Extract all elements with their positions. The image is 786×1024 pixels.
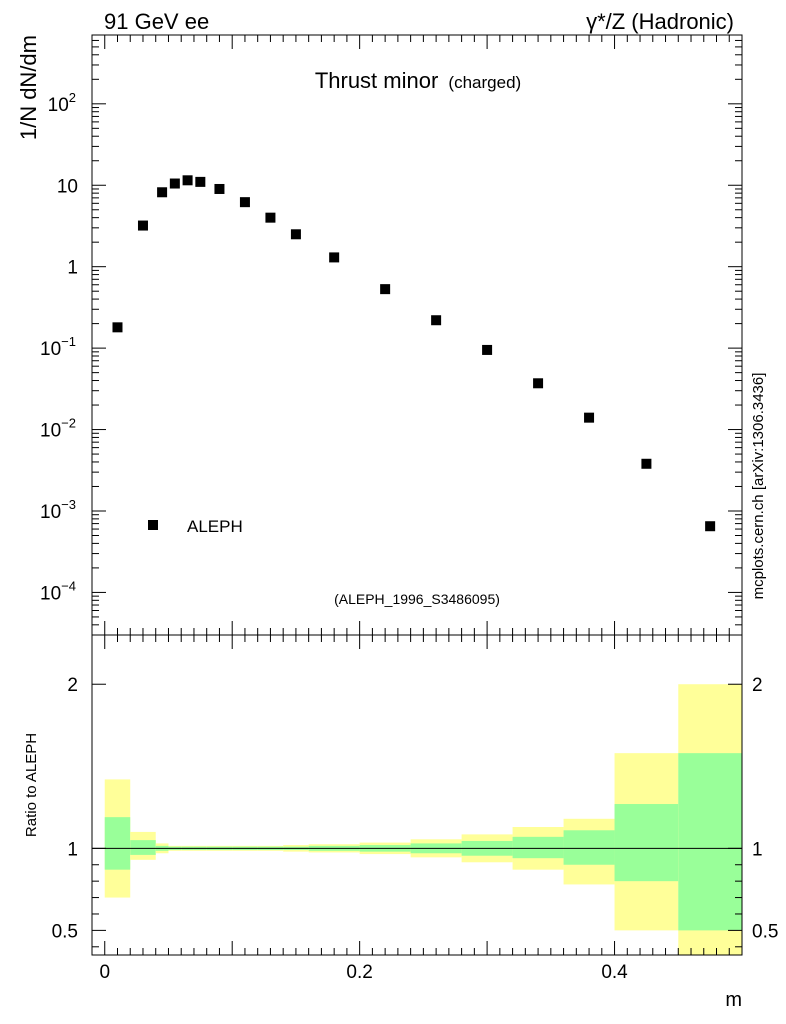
main-plot-frame [91,34,743,636]
ratio-stat-band [614,804,679,882]
main-y-tick-label: 10−4 [40,578,76,604]
main-data-points [112,175,716,532]
main-y-tick-label-base: 10 [40,502,61,523]
ratio-bands [104,684,742,955]
main-y-tick-label: 10−1 [40,334,76,360]
chart-title-sub: (charged) [448,73,521,92]
ratio-stat-band [512,836,564,859]
legend-label: ALEPH [187,517,243,536]
main-y-tick-label-base: 10 [48,95,69,116]
x-tick-label: 0.4 [601,962,628,983]
header-right: γ*/Z (Hadronic) [586,9,734,34]
main-y-tick-label-base: 1 [67,258,78,279]
main-y-tick-label: 10−3 [40,497,76,523]
data-point [214,183,225,194]
data-point [195,176,206,187]
header-left: 91 GeV ee [104,9,209,34]
side-label: mcplots.cern.ch [arXiv:1306.3436] [750,373,767,600]
ratio-y-tick-label-left: 0.5 [52,921,78,942]
main-y-tick-label-exp: 2 [69,90,76,105]
chart-title-main: Thrust minor [315,68,438,93]
data-point [533,378,544,389]
ratio-y-axis-label: Ratio to ALEPH [23,733,40,837]
data-point [112,322,123,333]
main-y-tick-label-exp: −1 [61,334,76,349]
x-tick-label: 0 [99,962,110,983]
main-y-tick-label-exp: −3 [61,497,76,512]
ratio-y-tick-label-right: 1 [752,839,763,860]
data-point [641,458,652,469]
ratio-y-tick-label-right: 2 [752,675,763,696]
chart-title: Thrust minor (charged) [315,68,521,93]
ratio-y-tick-labels: 0.5 0.5 1 1 2 2 [52,675,779,942]
data-point [239,197,250,208]
main-axis-ticks [92,34,743,636]
data-point [157,187,168,198]
x-axis-label: m [725,989,742,1011]
ratio-panel: 0.5 0.5 1 1 2 2 0 0.2 0.4 Ratio to ALEPH m [23,634,779,1011]
data-point [482,344,493,355]
main-y-tick-label: 1 [67,258,78,279]
ratio-y-tick-label-left: 1 [67,839,78,860]
main-y-tick-label: 10 [57,176,78,197]
ratio-stat-band [104,817,131,870]
main-y-tick-label-base: 10 [40,421,61,442]
ratio-stat-band [130,840,156,855]
main-y-tick-label: 10−2 [40,416,76,442]
ratio-y-tick-label-left: 2 [67,675,78,696]
data-point [265,212,276,223]
main-y-tick-label-base: 10 [57,176,78,197]
ratio-axis-ticks [92,635,743,955]
x-tick-label: 0.2 [346,962,372,983]
data-point [182,175,193,186]
main-y-tick-label-exp: −4 [61,578,76,593]
data-point [380,284,391,295]
data-point [169,178,180,189]
main-y-tick-label-base: 10 [40,583,61,604]
data-point [290,229,301,240]
main-y-tick-label-exp: −2 [61,416,76,431]
ratio-stat-band [563,830,615,865]
data-point [584,412,595,423]
data-point [705,521,716,532]
legend: ALEPH [148,517,243,536]
data-point [329,252,340,263]
data-point [431,315,442,326]
ratio-plot-frame [91,634,743,956]
main-y-tick-label-base: 10 [40,339,61,360]
legend-marker [148,520,158,530]
main-y-tick-label: 102 [48,90,76,116]
reference-annotation: (ALEPH_1996_S3486095) [334,591,500,607]
ratio-x-tick-labels: 0 0.2 0.4 [99,962,628,983]
data-point [137,220,148,231]
ratio-y-tick-label-right: 0.5 [752,921,778,942]
main-y-axis-label: 1/N dN/dm [16,35,41,140]
ratio-stat-band [678,753,742,931]
